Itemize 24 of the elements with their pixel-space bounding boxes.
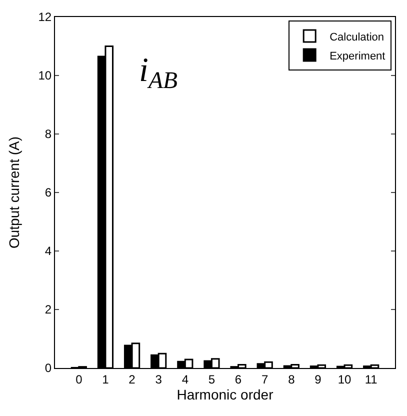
y-axis-title: Output current (A)	[6, 136, 22, 249]
x-tick-label: 3	[155, 372, 162, 386]
x-tick-label: 10	[338, 372, 352, 386]
y-tick-label: 0	[44, 361, 52, 376]
y-tick-label: 10	[38, 68, 52, 83]
x-tick-label: 1	[102, 372, 110, 386]
x-tick-label: 2	[128, 372, 136, 386]
x-tick-label: 11	[364, 372, 378, 386]
x-tick-label: 0	[76, 372, 83, 386]
y-tick-label: 12	[38, 10, 52, 24]
y-tick-label: 6	[44, 186, 52, 200]
x-tick-label: 8	[288, 372, 296, 386]
x-tick-label: 4	[182, 372, 189, 386]
x-tick-label: 7	[261, 372, 268, 386]
y-tick-label: 2	[44, 302, 52, 317]
x-tick-label: 6	[234, 372, 242, 386]
legend-label: Calculation	[330, 31, 384, 44]
y-tick-label: 8	[44, 127, 52, 142]
legend-label: Experiment	[330, 50, 386, 62]
annotation: i$_{AB}$	[139, 52, 178, 94]
x-tick-label: 9	[314, 372, 322, 386]
x-axis-title: Harmonic order	[176, 386, 274, 403]
y-tick-label: 4	[44, 244, 52, 258]
x-tick-label: 5	[208, 372, 216, 386]
